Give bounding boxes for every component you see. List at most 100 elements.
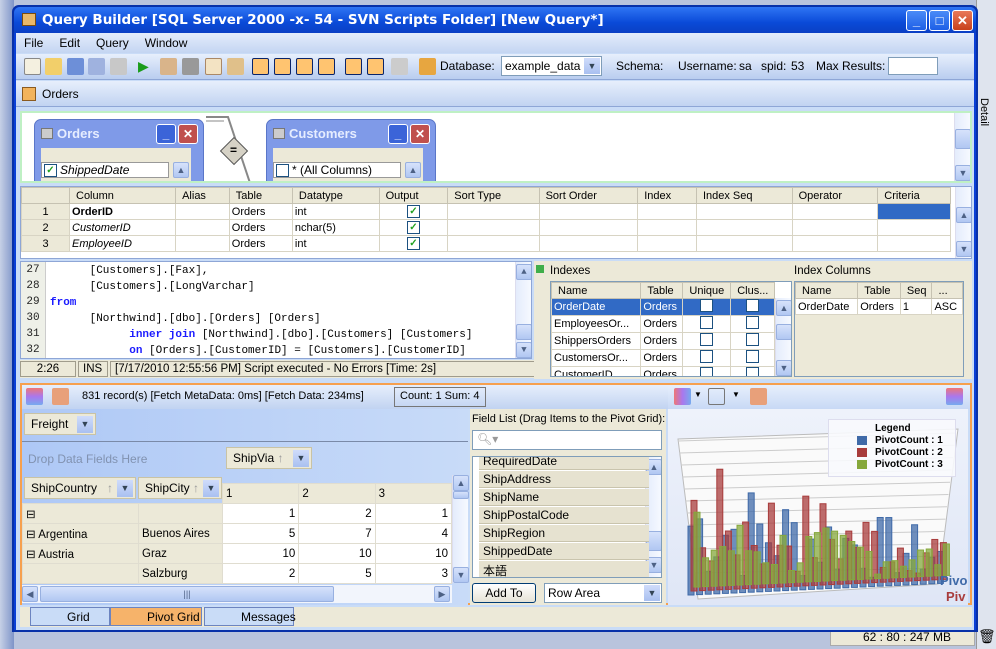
column-name[interactable]: CustomerID: [68, 219, 177, 236]
code-line[interactable]: [Customers].[LongVarchar]: [50, 280, 255, 294]
remove-table-button[interactable]: ✕: [178, 124, 198, 144]
table-row[interactable]: 1 OrderID Orders int ✓: [21, 203, 951, 220]
menu-file[interactable]: File: [24, 36, 44, 50]
table-cell[interactable]: Orders: [228, 203, 293, 220]
column-header[interactable]: Seq: [899, 282, 933, 299]
pivot-cell[interactable]: 10: [221, 543, 300, 564]
output-cell[interactable]: ✓: [378, 235, 449, 252]
table-row[interactable]: OrderDate Orders 1 ASC: [794, 298, 963, 315]
layout-results-icon[interactable]: [318, 58, 335, 75]
grid-cell[interactable]: [791, 203, 879, 220]
table-row[interactable]: CustomerID Orders: [551, 366, 775, 376]
chevron-down-icon[interactable]: ▼: [117, 480, 133, 497]
layout-sql-icon[interactable]: [296, 58, 313, 75]
scroll-down-button[interactable]: ▼: [955, 165, 970, 181]
cell[interactable]: Orders: [640, 332, 684, 350]
editor-scrollbar[interactable]: ▲ ▼: [515, 262, 531, 358]
field-item[interactable]: 本語: [479, 561, 649, 577]
output-checkbox[interactable]: ✓: [406, 205, 420, 218]
tab-messages[interactable]: Messages: [204, 607, 296, 626]
grid-cell[interactable]: [791, 235, 879, 252]
table-row[interactable]: 3 EmployeeID Orders int ✓: [21, 235, 951, 252]
scroll-down-button[interactable]: ▼: [956, 241, 971, 257]
maximize-button[interactable]: □: [929, 10, 950, 31]
column-header[interactable]: Sort Type: [447, 187, 540, 204]
unique-checkbox[interactable]: [700, 333, 714, 346]
pivot-grid[interactable]: Freight ▼ Drop Data Fields Here ShipVia ↑…: [22, 409, 469, 605]
unique-checkbox[interactable]: [700, 299, 714, 312]
cell[interactable]: Orders: [640, 315, 684, 333]
pivot-cell[interactable]: 3: [374, 563, 453, 584]
column-item[interactable]: ✓ ShippedDate: [41, 162, 169, 178]
table-row[interactable]: OrderDate Orders: [551, 298, 775, 316]
checkbox-unchecked[interactable]: [276, 164, 289, 177]
detail-tab[interactable]: Detail: [978, 98, 990, 127]
column-header[interactable]: Criteria: [877, 187, 951, 204]
cell[interactable]: Orders: [640, 366, 684, 376]
pivot-icon[interactable]: [345, 58, 362, 75]
alias-cell[interactable]: [175, 203, 230, 220]
collapse-icon[interactable]: ⊟: [26, 508, 36, 521]
export-icon[interactable]: [26, 388, 43, 405]
output-checkbox[interactable]: ✓: [406, 237, 420, 250]
alias-cell[interactable]: [175, 235, 230, 252]
pivot-cell[interactable]: 10: [298, 543, 376, 564]
menu-edit[interactable]: Edit: [59, 36, 81, 50]
menu-window[interactable]: Window: [144, 36, 188, 50]
cell[interactable]: CustomerID: [551, 366, 642, 376]
area-select[interactable]: Row Area ▼: [544, 583, 662, 603]
pivot-cell[interactable]: 7: [298, 523, 376, 544]
row-field-shipcity[interactable]: ShipCity ↑ ▼: [138, 477, 222, 499]
pivot-cell[interactable]: 10: [374, 543, 453, 564]
open-folder-icon[interactable]: [45, 58, 62, 75]
trash-icon[interactable]: 🗑: [978, 628, 996, 644]
3d-view-icon[interactable]: [708, 388, 725, 405]
scroll-up-button[interactable]: ▲: [173, 162, 189, 178]
alias-cell[interactable]: [175, 219, 230, 236]
grid-cell[interactable]: [695, 235, 793, 252]
minimize-button[interactable]: _: [906, 10, 927, 31]
chevron-down-icon[interactable]: ▼: [293, 450, 309, 467]
grid-cell[interactable]: [877, 219, 951, 236]
connect-icon[interactable]: [419, 58, 436, 75]
cell[interactable]: 1: [899, 298, 933, 315]
print-icon[interactable]: [110, 58, 127, 75]
column-header[interactable]: Datatype: [291, 187, 380, 204]
chevron-down-icon[interactable]: ▼: [732, 390, 740, 399]
clustered-checkbox[interactable]: [746, 350, 760, 363]
field-list-scrollbar[interactable]: ▲ ▼: [645, 457, 661, 577]
column-header[interactable]: Index Seq: [695, 187, 793, 204]
grid-cell[interactable]: [447, 203, 540, 220]
chevron-down-icon[interactable]: ▼: [694, 390, 702, 399]
column-field-shipvia[interactable]: ShipVia ↑ ▼: [226, 447, 312, 469]
column-name[interactable]: OrderID: [68, 203, 177, 220]
row-header-city[interactable]: [138, 503, 223, 524]
column-header[interactable]: Table: [228, 187, 293, 204]
code-line[interactable]: inner join [Northwind].[dbo].[Customers]…: [50, 328, 472, 342]
table-row[interactable]: CustomersOr... Orders: [551, 349, 775, 367]
datatype-cell[interactable]: nchar(5): [291, 219, 380, 236]
clustered-checkbox[interactable]: [746, 316, 760, 329]
scroll-down-button[interactable]: ▼: [516, 342, 531, 358]
checkbox-checked[interactable]: ✓: [44, 164, 57, 177]
column-header[interactable]: Alias: [175, 187, 230, 204]
scroll-up-button[interactable]: ▲: [405, 162, 421, 178]
checkbox-cell[interactable]: [682, 315, 732, 333]
column-header[interactable]: ...: [931, 282, 963, 299]
layout-diagram-icon[interactable]: [252, 58, 269, 75]
column-header[interactable]: Unique: [682, 282, 732, 299]
unique-checkbox[interactable]: [700, 350, 714, 363]
cell[interactable]: EmployeesOr...: [551, 315, 642, 333]
grid-cell[interactable]: [637, 203, 697, 220]
clustered-checkbox[interactable]: [746, 367, 760, 376]
database-select[interactable]: example_data ▼: [501, 56, 602, 76]
tab-pivot-grid[interactable]: Pivot Grid: [110, 607, 202, 626]
scroll-thumb[interactable]: |||: [40, 586, 334, 602]
grid-cell[interactable]: [637, 219, 697, 236]
scroll-thumb[interactable]: [776, 324, 791, 340]
pivot-cell[interactable]: 2: [221, 563, 300, 584]
code-line[interactable]: on [Orders].[CustomerID] = [Customers].[…: [50, 344, 466, 358]
indexes-scrollbar[interactable]: ▲ ▼: [775, 298, 791, 376]
cell[interactable]: Orders: [857, 298, 901, 315]
output-checkbox[interactable]: ✓: [406, 221, 420, 234]
